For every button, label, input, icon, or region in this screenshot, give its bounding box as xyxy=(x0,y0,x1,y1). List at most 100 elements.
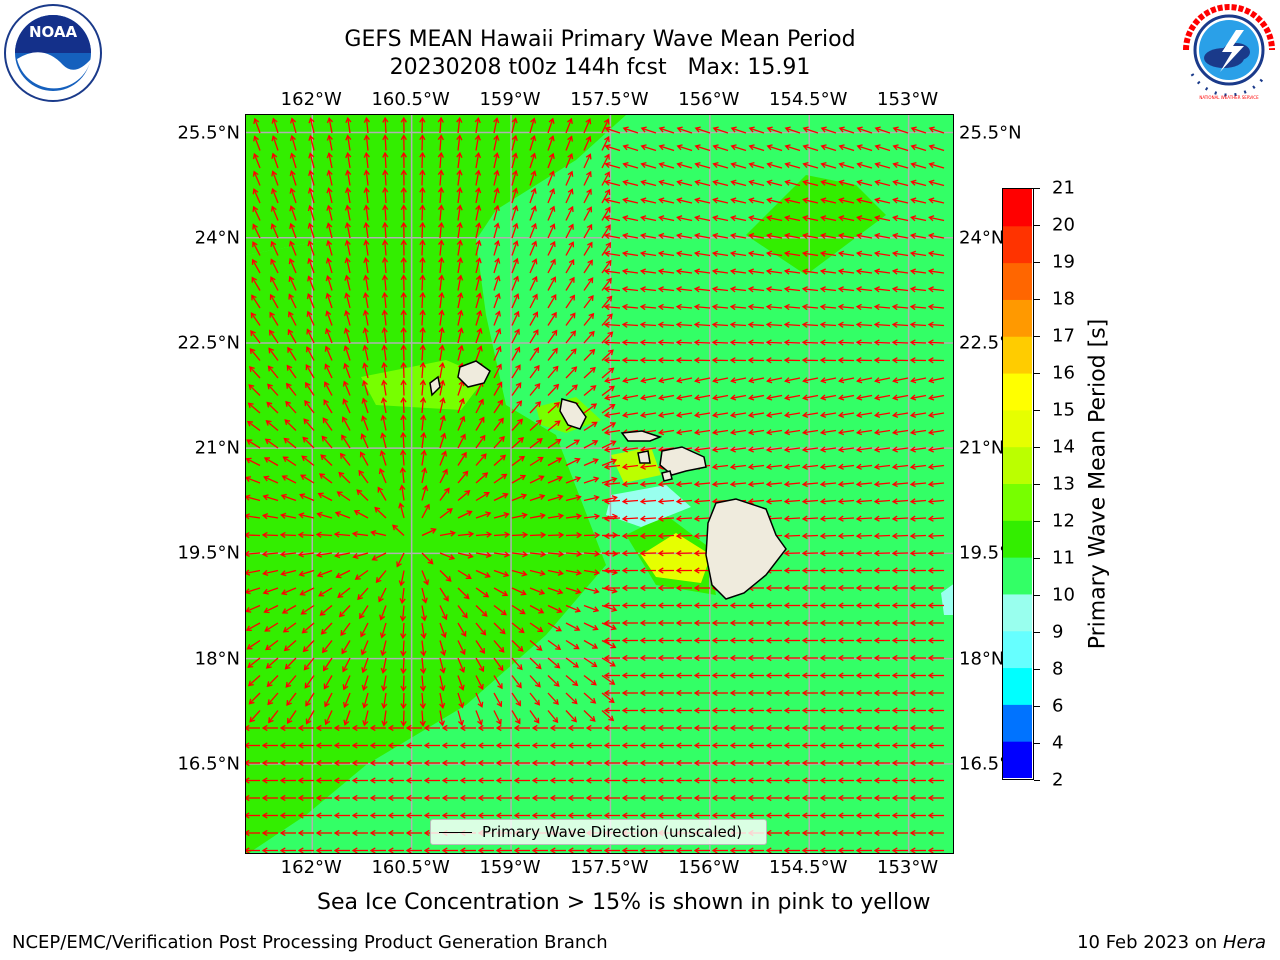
arrow-head xyxy=(437,186,445,193)
arrow-shaft xyxy=(439,170,442,186)
arrow-head xyxy=(729,847,736,853)
arrow-shaft xyxy=(565,259,575,274)
arrow-shaft xyxy=(383,328,387,344)
arrow-head xyxy=(318,591,325,597)
arrow-shaft xyxy=(601,367,614,379)
arrow-shaft xyxy=(893,412,909,417)
arrow-shaft xyxy=(299,513,315,519)
arrow-head xyxy=(820,179,827,186)
arrow-shaft xyxy=(821,145,837,152)
arrow-head xyxy=(290,117,297,124)
arrow-shaft xyxy=(327,188,333,204)
lon-tick-bottom: 156°W xyxy=(678,857,740,878)
arrow-head xyxy=(494,275,501,282)
arrow-head xyxy=(604,161,611,168)
arrow-head xyxy=(495,724,502,732)
arrow-shaft xyxy=(911,270,927,274)
arrow-head xyxy=(784,126,791,133)
arrow-head xyxy=(589,366,596,373)
arrow-head xyxy=(675,357,682,364)
arrow-head xyxy=(475,257,482,264)
arrow-head xyxy=(693,584,700,592)
arrow-head xyxy=(928,232,935,240)
arrow-shaft xyxy=(731,216,747,222)
arrow-head xyxy=(250,330,256,337)
arrow-head xyxy=(308,152,315,159)
arrow-head xyxy=(375,577,382,584)
arrow-head xyxy=(621,602,628,609)
arrow-shaft xyxy=(875,412,891,417)
arrow-head xyxy=(801,498,808,505)
arrow-shaft xyxy=(327,205,333,221)
arrow-head xyxy=(400,116,407,123)
arrow-head xyxy=(909,250,917,257)
arrow-shaft xyxy=(713,377,729,382)
arrow-head xyxy=(424,503,430,510)
arrow-shaft xyxy=(821,181,837,187)
arrow-head xyxy=(694,144,701,151)
arrow-head xyxy=(891,742,898,749)
arrow-shaft xyxy=(875,482,891,486)
arrow-head xyxy=(588,330,595,337)
arrow-head xyxy=(511,117,518,124)
arrow-head xyxy=(588,294,594,302)
arrow-head xyxy=(693,303,700,311)
arrow-shaft xyxy=(511,675,522,688)
arrow-head xyxy=(611,606,618,612)
arrow-head xyxy=(515,364,521,371)
arrow-shaft xyxy=(659,216,675,222)
arrow-shaft xyxy=(640,517,657,520)
arrow-shaft xyxy=(475,223,480,239)
arrow-shaft xyxy=(785,464,801,468)
arrow-head xyxy=(557,513,565,520)
arrow-shaft xyxy=(360,452,369,466)
arrow-head xyxy=(246,742,250,749)
arrow-shaft xyxy=(328,118,333,134)
arrow-shaft xyxy=(493,493,508,502)
arrow-shaft xyxy=(268,365,279,379)
arrow-shaft xyxy=(731,181,747,187)
arrow-shaft xyxy=(364,310,369,326)
arrow-head xyxy=(400,668,407,675)
arrow-head xyxy=(640,126,647,133)
arrow-head xyxy=(891,480,898,488)
arrow-head xyxy=(569,312,576,319)
arrow-shaft xyxy=(359,605,369,619)
colorbar-tick-mark xyxy=(1034,706,1040,707)
arrow-head xyxy=(765,321,772,328)
arrow-shaft xyxy=(421,380,424,396)
arrow-head xyxy=(247,662,254,669)
arrow-shaft xyxy=(547,675,560,687)
arrow-shaft xyxy=(421,257,424,274)
arrow-shaft xyxy=(785,252,801,257)
arrow-shaft xyxy=(307,311,315,326)
arrow-shaft xyxy=(511,293,519,309)
arrow-head xyxy=(520,474,527,481)
arrow-head xyxy=(783,742,790,749)
arrow-shaft xyxy=(271,188,279,204)
arrow-head xyxy=(639,794,646,802)
arrow-head xyxy=(819,286,826,293)
arrow-head xyxy=(587,259,593,266)
arrow-shaft xyxy=(247,421,261,432)
arrow-shaft xyxy=(875,464,891,468)
arrow-head xyxy=(405,777,412,784)
arrow-head xyxy=(438,326,445,334)
arrow-head xyxy=(927,637,934,644)
arrow-shaft xyxy=(402,450,405,466)
arrow-shaft xyxy=(803,288,819,292)
arrow-shaft xyxy=(601,639,616,648)
arrow-head xyxy=(362,362,369,369)
arrow-head xyxy=(302,436,309,443)
arrow-head xyxy=(783,532,790,540)
arrow-shaft xyxy=(839,270,855,274)
arrow-shaft xyxy=(583,189,592,204)
arrow-head xyxy=(693,321,700,328)
arrow-shaft xyxy=(529,419,542,431)
arrow-head xyxy=(711,794,718,802)
arrow-shaft xyxy=(839,412,855,417)
lon-tick-top: 159°W xyxy=(479,89,541,110)
arrow-head xyxy=(438,291,445,298)
arrow-shaft xyxy=(839,394,855,399)
arrow-head xyxy=(603,411,611,418)
